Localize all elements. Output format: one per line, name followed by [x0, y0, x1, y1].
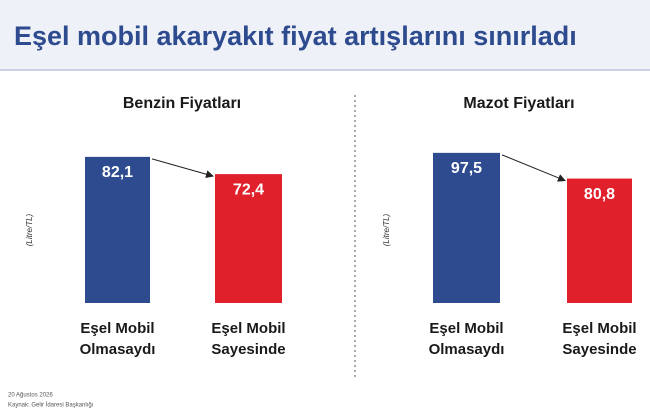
y-axis-label: (Litre/TL)	[25, 213, 34, 246]
footer-date: 20 Ağustos 2026	[8, 393, 53, 399]
x-tick-label: Eşel Mobil Olmasaydı	[428, 320, 505, 358]
bar	[85, 156, 150, 303]
x-tick-label: Eşel Mobil Olmasaydı	[79, 320, 156, 358]
x-tick-label: Eşel Mobil Sayesinde	[211, 320, 286, 358]
value-label: 97,5	[451, 160, 482, 177]
bar	[567, 178, 632, 303]
value-label: 80,8	[584, 186, 615, 203]
chart-title: Benzin Fiyatları	[123, 95, 241, 112]
trend-arrow	[151, 158, 214, 179]
y-axis-label: (Litre/TL)	[382, 213, 391, 246]
value-label: 82,1	[102, 164, 133, 181]
trend-arrow	[501, 154, 566, 182]
chart-title: Mazot Fiyatları	[463, 95, 574, 112]
value-label: 72,4	[233, 181, 264, 198]
bar	[215, 174, 282, 303]
header-band	[0, 0, 650, 70]
x-tick-label: Eşel Mobil Sayesinde	[562, 320, 637, 358]
footer-source: Kaynak: Gelir İdaresi Başkanlığı	[8, 402, 94, 409]
page-title: Eşel mobil akaryakıt fiyat artışlarını s…	[14, 21, 577, 51]
bar	[433, 152, 500, 303]
